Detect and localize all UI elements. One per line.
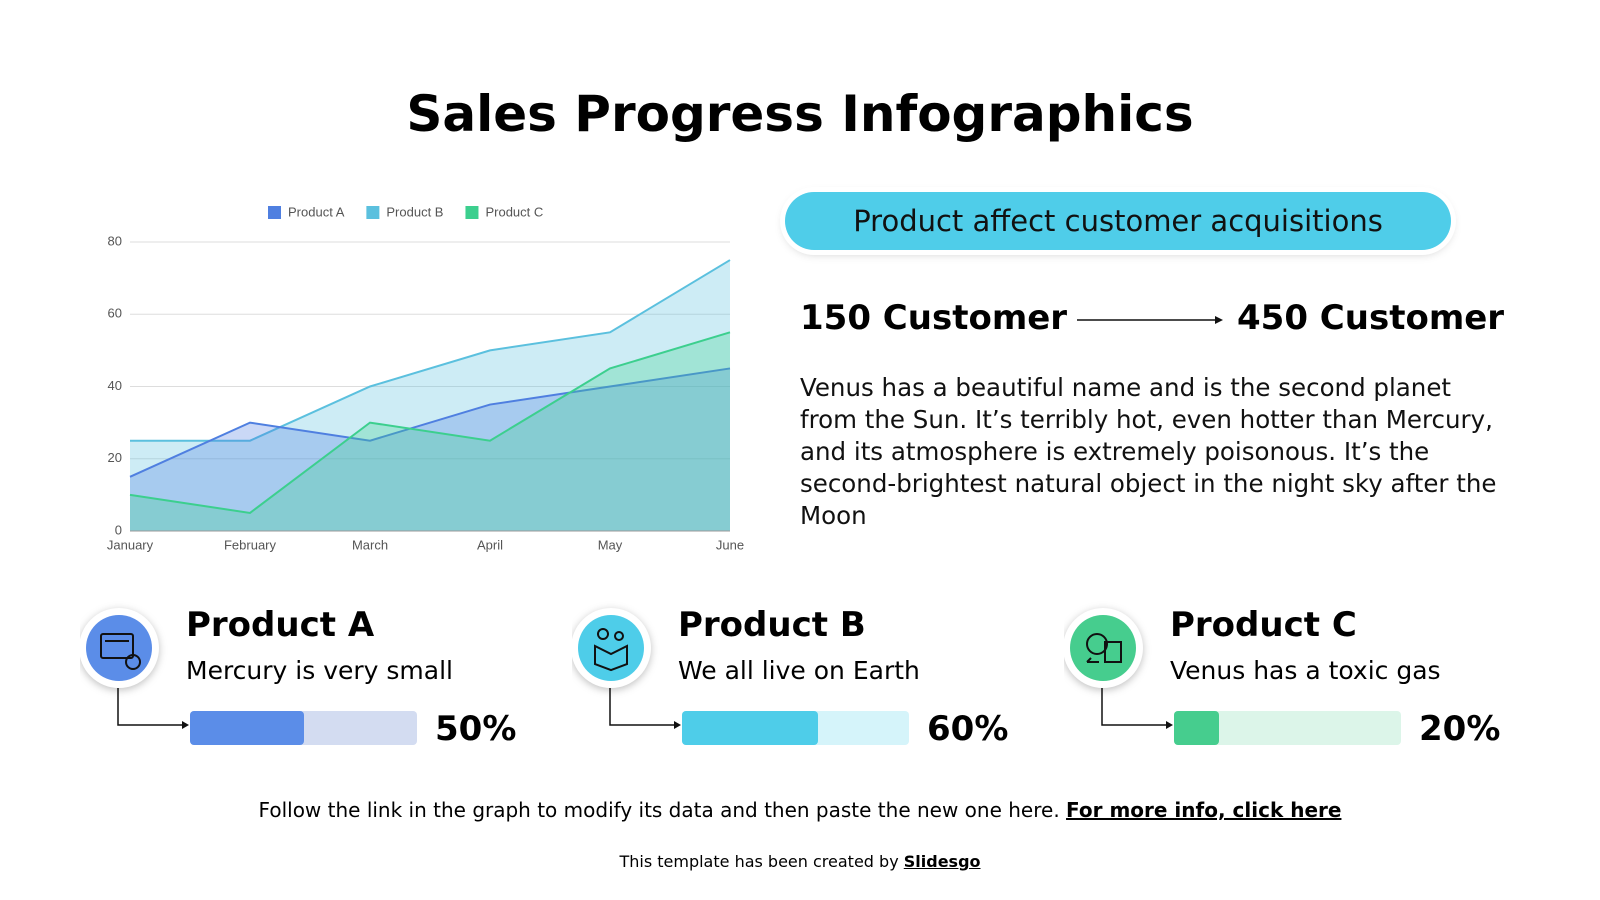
product-name: Product B	[678, 605, 866, 645]
chart: 0 20 40 60 80 January February March April May Jun…	[107, 204, 744, 552]
product-description: We all live on Earth	[678, 656, 920, 685]
area-line	[129, 331, 731, 514]
callout: Product affect customer acquisitions	[785, 192, 1451, 250]
product-icon	[1064, 608, 1173, 729]
progress-label: 50%	[435, 709, 517, 749]
x-tick-label: February	[224, 537, 277, 552]
product-name: Product C	[1170, 605, 1357, 645]
legend-label: Product A	[288, 204, 345, 219]
progress-bar	[1174, 711, 1220, 745]
legend-swatch	[465, 206, 479, 219]
footer: Follow the link in the graph to modify i…	[0, 798, 1600, 822]
product-description: Mercury is very small	[186, 656, 453, 685]
area-line	[129, 367, 731, 478]
credit-link[interactable]: Slidesgo	[903, 852, 981, 871]
y-tick-label: 40	[108, 378, 122, 393]
credit-text: This template has been created by	[619, 852, 899, 871]
x-tick-label: June	[716, 537, 744, 552]
legend-label: Product B	[386, 204, 443, 219]
progress-bar	[190, 711, 304, 745]
legend-label: Product C	[485, 204, 543, 219]
product-description: Venus has a toxic gas	[1170, 656, 1441, 685]
progress-bar	[682, 711, 819, 745]
area-line	[130, 259, 731, 442]
x-tick-label: May	[598, 537, 623, 552]
y-tick-label: 80	[108, 233, 122, 248]
arrow	[1077, 316, 1223, 324]
product-icon	[80, 608, 189, 729]
progress-label: 60%	[927, 709, 1009, 749]
y-tick-label: 60	[108, 306, 122, 321]
x-tick-label: April	[477, 537, 503, 552]
y-tick-label: 0	[115, 522, 122, 537]
product-icon	[572, 608, 681, 729]
y-tick-label: 20	[108, 450, 122, 465]
credit: This template has been created by Slides…	[0, 852, 1600, 871]
legend-swatch	[366, 206, 380, 219]
legend-swatch	[268, 206, 281, 219]
product-name: Product A	[186, 605, 375, 645]
info-link[interactable]: For more info, click here	[1066, 798, 1342, 822]
footer-text: Follow the link in the graph to modify i…	[258, 798, 1060, 822]
area-fill	[130, 260, 730, 531]
progress-label: 20%	[1419, 709, 1501, 749]
customers-to: 450 Customer	[1237, 298, 1505, 338]
x-tick-label: March	[352, 537, 388, 552]
x-tick-label: January	[107, 537, 154, 552]
description: Venus has a beautiful name and is the se…	[800, 373, 1497, 530]
customers-from: 150 Customer	[800, 298, 1068, 338]
slide-title: Sales Progress Infographics	[406, 85, 1194, 143]
